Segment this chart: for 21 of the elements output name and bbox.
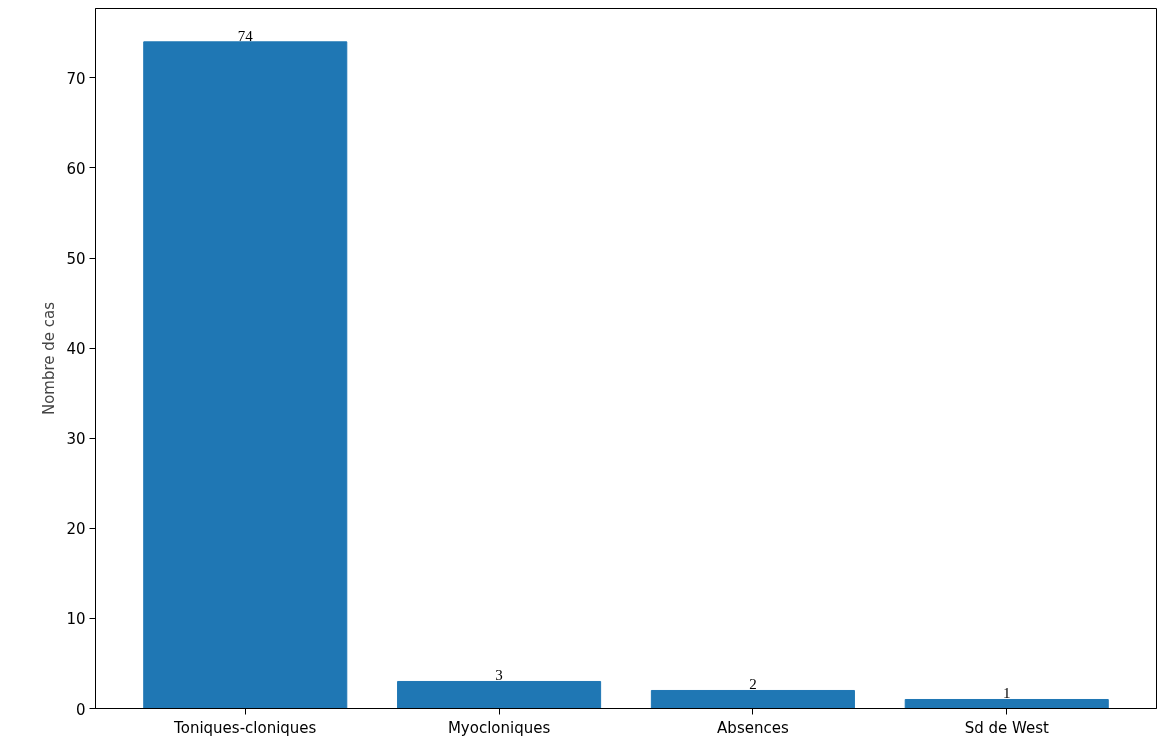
y-tick-label: 70 <box>66 69 86 88</box>
x-tick-label: Sd de West <box>964 718 1049 737</box>
y-tick-label: 10 <box>66 610 86 629</box>
x-tick-label: Myocloniques <box>447 718 551 737</box>
bar <box>143 41 348 709</box>
x-tick-label: Toniques-cloniques <box>173 718 317 737</box>
data-label: 2 <box>749 676 757 693</box>
bar <box>650 689 855 709</box>
data-label: 74 <box>237 27 254 44</box>
data-label: 1 <box>1002 685 1011 702</box>
data-label: 3 <box>495 667 503 684</box>
y-tick-label: 60 <box>66 159 86 178</box>
y-tick-label: 50 <box>66 250 86 269</box>
bar <box>904 698 1109 709</box>
y-tick-label: 30 <box>66 430 86 449</box>
x-tick-label: Absences <box>717 718 789 737</box>
y-tick-label: 40 <box>66 340 86 359</box>
y-tick-label: 0 <box>75 700 86 719</box>
bar <box>397 680 602 709</box>
y-tick-label: 20 <box>66 520 86 539</box>
y-axis-title: Nombre de cas <box>40 301 59 416</box>
